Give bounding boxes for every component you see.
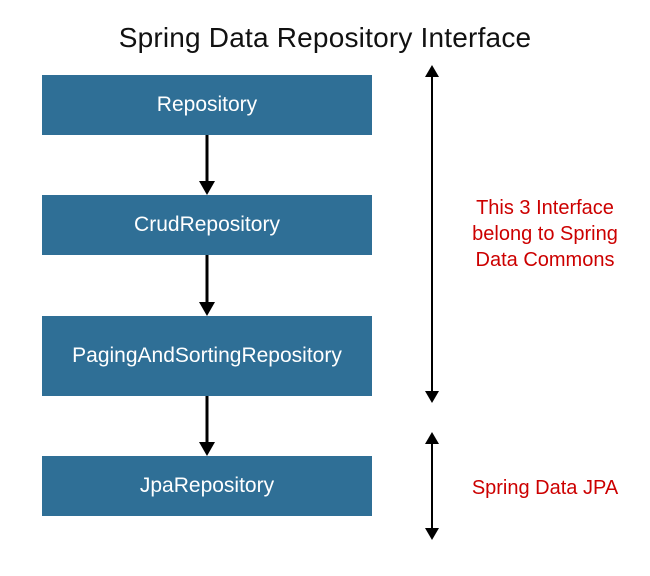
annotation-commons-bracket: This 3 Interface belong to Spring Data C… bbox=[455, 195, 635, 273]
arrow-crud-repository-to-paging-sorting-repo bbox=[199, 255, 215, 316]
diagram-stage: RepositoryCrudRepositoryPagingAndSorting… bbox=[0, 0, 650, 576]
annotation-jpa-bracket: Spring Data JPA bbox=[460, 475, 630, 501]
arrow-paging-sorting-repo-to-jpa-repository bbox=[199, 396, 215, 456]
jpa-bracket bbox=[425, 432, 439, 540]
arrow-repository-to-crud-repository bbox=[199, 135, 215, 195]
commons-bracket bbox=[425, 65, 439, 403]
